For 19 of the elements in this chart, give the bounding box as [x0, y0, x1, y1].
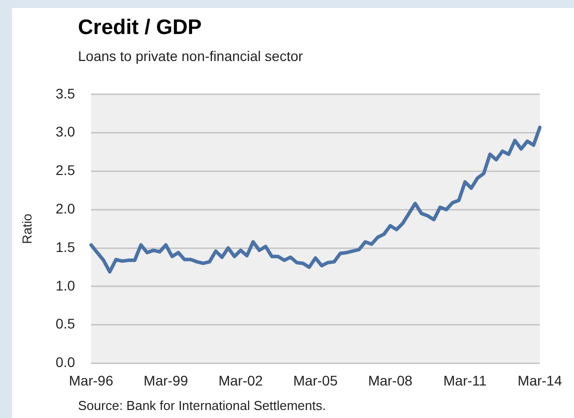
y-tick-label: 2.5	[56, 162, 76, 178]
y-tick-label: 0.5	[56, 316, 76, 332]
x-tick-label: Mar-05	[293, 372, 338, 388]
y-axis-title: Ratio	[19, 214, 34, 244]
x-tick-label: Mar-11	[443, 372, 487, 388]
x-tick-label: Mar-08	[368, 372, 413, 388]
x-tick-label: Mar-96	[68, 372, 114, 388]
y-tick-label: 2.0	[56, 200, 76, 216]
x-tick-label: Mar-02	[218, 372, 264, 388]
x-tick-label: Mar-99	[144, 372, 188, 388]
source-note: Source: Bank for International Settlements.	[78, 398, 326, 413]
chart-title: Credit / GDP	[78, 16, 202, 40]
y-tick-label: 0.0	[56, 354, 76, 370]
y-tick-label: 3.0	[56, 124, 76, 140]
y-tick-label: 3.5	[56, 85, 76, 102]
chart-subtitle: Loans to private non-financial sector	[78, 48, 303, 64]
y-tick-label: 1.0	[56, 277, 76, 294]
x-tick-label: Mar-14	[518, 372, 562, 388]
y-tick-label: 1.5	[56, 238, 76, 255]
